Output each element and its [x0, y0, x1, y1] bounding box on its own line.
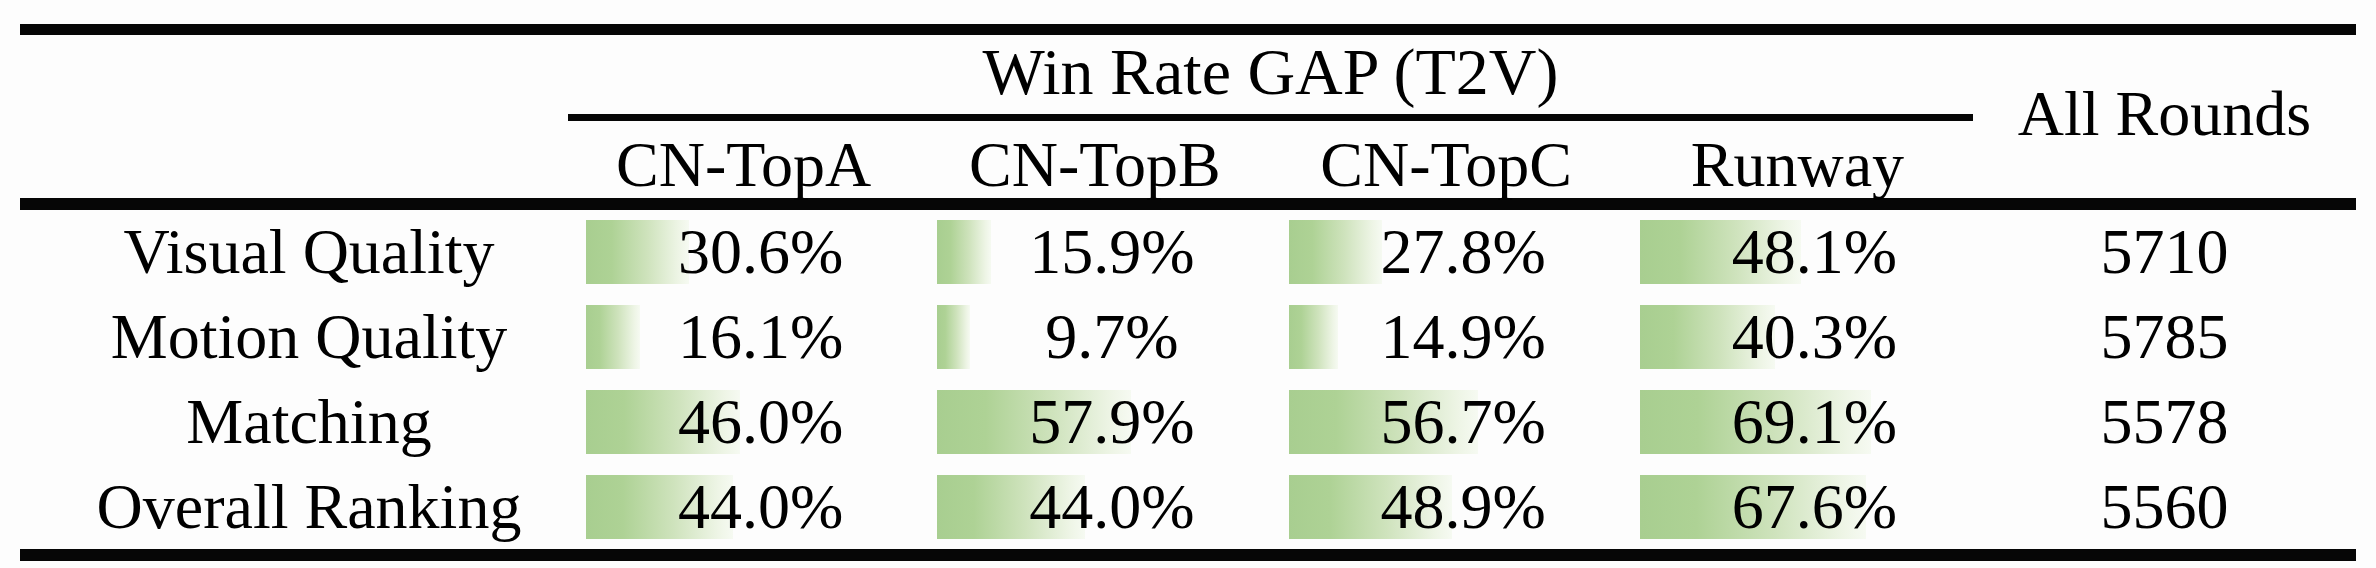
- value-cell: 44.0%: [568, 464, 919, 549]
- win-rate-data-bar: [1289, 305, 1339, 369]
- value-cell: 16.1%: [568, 295, 919, 380]
- all-rounds-value: 5710: [1973, 210, 2356, 295]
- results-table: Win Rate GAP (T2V) All Rounds CN-TopACN-…: [0, 0, 2376, 568]
- column-header-cn-topa: CN-TopA: [568, 118, 919, 198]
- group-header: Win Rate GAP (T2V): [568, 32, 1973, 112]
- column-header-cn-topb: CN-TopB: [919, 118, 1270, 198]
- win-rate-value: 27.8%: [1346, 220, 1545, 284]
- value-cell: 44.0%: [919, 464, 1270, 549]
- all-rounds-value: 5785: [1973, 295, 2356, 380]
- win-rate-value: 57.9%: [995, 390, 1194, 454]
- win-rate-value: 67.6%: [1698, 475, 1897, 539]
- value-cell: 48.9%: [1271, 464, 1622, 549]
- win-rate-value: 30.6%: [644, 220, 843, 284]
- value-cell: 56.7%: [1271, 380, 1622, 465]
- value-cell: 46.0%: [568, 380, 919, 465]
- win-rate-value: 44.0%: [995, 475, 1194, 539]
- win-rate-value: 44.0%: [644, 475, 843, 539]
- win-rate-data-bar: [586, 305, 640, 369]
- value-cell: 27.8%: [1271, 210, 1622, 295]
- value-cell: 40.3%: [1622, 295, 1973, 380]
- win-rate-value: 69.1%: [1698, 390, 1897, 454]
- row-label: Motion Quality: [20, 295, 568, 380]
- value-cell: 30.6%: [568, 210, 919, 295]
- win-rate-value: 48.9%: [1346, 475, 1545, 539]
- win-rate-data-bar: [937, 305, 969, 369]
- row-label: Matching: [20, 380, 568, 465]
- win-rate-value: 15.9%: [995, 220, 1194, 284]
- column-header-runway: Runway: [1622, 118, 1973, 198]
- value-cell: 67.6%: [1622, 464, 1973, 549]
- win-rate-value: 9.7%: [1011, 305, 1178, 369]
- win-rate-value: 56.7%: [1346, 390, 1545, 454]
- bottom-rule: [20, 549, 2356, 561]
- win-rate-value: 16.1%: [644, 305, 843, 369]
- all-rounds-value: 5578: [1973, 380, 2356, 465]
- win-rate-data-bar: [937, 220, 990, 284]
- value-cell: 15.9%: [919, 210, 1270, 295]
- value-cell: 57.9%: [919, 380, 1270, 465]
- win-rate-value: 14.9%: [1346, 305, 1545, 369]
- column-header-cn-topc: CN-TopC: [1271, 118, 1622, 198]
- win-rate-value: 48.1%: [1698, 220, 1897, 284]
- row-label: Overall Ranking: [20, 464, 568, 549]
- value-cell: 69.1%: [1622, 380, 1973, 465]
- win-rate-value: 46.0%: [644, 390, 843, 454]
- value-cell: 14.9%: [1271, 295, 1622, 380]
- value-cell: 48.1%: [1622, 210, 1973, 295]
- value-cell: 9.7%: [919, 295, 1270, 380]
- win-rate-value: 40.3%: [1698, 305, 1897, 369]
- row-label: Visual Quality: [20, 210, 568, 295]
- all-rounds-value: 5560: [1973, 464, 2356, 549]
- all-rounds-header: All Rounds: [1973, 30, 2356, 198]
